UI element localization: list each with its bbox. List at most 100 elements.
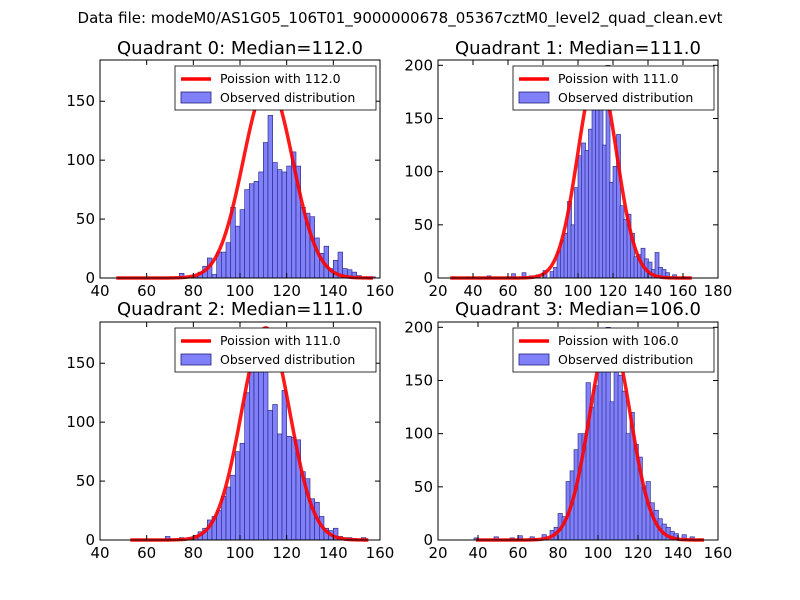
histogram-bar	[291, 437, 297, 541]
x-tick-label: 20	[428, 282, 447, 300]
y-tick-label: 150	[66, 354, 95, 372]
x-tick-label: 120	[272, 282, 301, 300]
histogram-bar	[225, 242, 231, 279]
y-tick-label: 0	[85, 269, 95, 287]
x-tick-label: 80	[184, 282, 203, 300]
histogram-bar	[253, 181, 259, 279]
legend-bar-swatch	[518, 353, 550, 366]
y-tick-label: 100	[404, 425, 433, 443]
x-tick-label: 80	[184, 544, 203, 562]
legend-curve-label: Poission with 106.0	[558, 333, 679, 348]
panel-title: Quadrant 1: Median=111.0	[455, 38, 701, 59]
histogram-bar	[263, 351, 269, 541]
x-tick-label: 140	[664, 544, 693, 562]
panel-quadrant-3: Quadrant 3: Median=106.0 20 40 60 80 100 120 1…	[404, 299, 732, 562]
figure-title: Data file: modeM0/AS1G05_106T01_90000006…	[78, 9, 723, 28]
histogram-bar	[235, 451, 241, 541]
x-tick-label: 100	[226, 544, 255, 562]
histogram-bar	[230, 474, 236, 541]
histogram-bar	[239, 209, 245, 279]
y-tick-label: 150	[66, 92, 95, 110]
legend-bar-label: Observed distribution	[220, 352, 355, 367]
y-tick-label: 100	[66, 151, 95, 169]
legend-curve-label: Poission with 111.0	[558, 71, 679, 86]
histogram-bar	[277, 433, 283, 541]
y-tick-label: 150	[404, 109, 433, 127]
y-tick-label: 0	[85, 531, 95, 549]
x-tick-label: 160	[366, 544, 395, 562]
x-tick-label: 40	[463, 282, 482, 300]
panel-quadrant-1: Quadrant 1: Median=111.0 20 40 60 80 100 120 1…	[404, 38, 732, 300]
y-tick-label: 50	[414, 216, 433, 234]
histogram-bar	[277, 169, 283, 279]
x-tick-label: 40	[468, 544, 487, 562]
legend-bar-label: Observed distribution	[558, 352, 693, 367]
x-tick-label: 160	[669, 282, 698, 300]
histogram-bar	[263, 142, 269, 279]
histogram-bar	[244, 392, 250, 541]
x-tick-label: 40	[90, 544, 109, 562]
x-tick-label: 120	[624, 544, 653, 562]
x-tick-label: 140	[634, 282, 663, 300]
histogram-bar	[272, 162, 278, 279]
y-tick-label: 0	[423, 269, 433, 287]
legend-bar-label: Observed distribution	[220, 90, 355, 105]
x-tick-label: 120	[599, 282, 628, 300]
axes-frame	[437, 321, 719, 541]
x-tick-label: 20	[428, 544, 447, 562]
legend-bar-swatch	[518, 91, 550, 104]
histogram-bar	[258, 362, 264, 541]
x-tick-label: 140	[319, 544, 348, 562]
histogram-bar	[272, 404, 278, 541]
y-tick-label: 150	[404, 371, 433, 389]
x-tick-label: 120	[272, 544, 301, 562]
histogram-bar	[286, 165, 292, 279]
x-tick-label: 140	[319, 282, 348, 300]
x-tick-label: 60	[508, 544, 527, 562]
histogram-bar	[258, 171, 264, 279]
histogram-bar	[244, 189, 250, 279]
y-tick-label: 200	[404, 56, 433, 74]
y-tick-label: 50	[76, 210, 95, 228]
x-tick-label: 160	[704, 544, 733, 562]
x-tick-label: 80	[548, 544, 567, 562]
x-tick-label: 60	[137, 544, 156, 562]
legend-bar-swatch	[180, 91, 212, 104]
histogram-bar	[239, 443, 245, 541]
y-tick-label: 50	[414, 478, 433, 496]
histogram-bar	[235, 225, 241, 279]
y-tick-label: 200	[404, 318, 433, 336]
histogram-bar	[286, 435, 292, 541]
x-tick-label: 60	[498, 282, 517, 300]
x-tick-label: 100	[226, 282, 255, 300]
panel-title: Quadrant 2: Median=111.0	[117, 299, 363, 320]
x-tick-label: 60	[137, 282, 156, 300]
y-tick-label: 0	[423, 531, 433, 549]
panel-title: Quadrant 3: Median=106.0	[455, 299, 701, 320]
x-tick-label: 180	[704, 282, 733, 300]
histogram-bar	[281, 171, 287, 279]
histogram-bar	[281, 390, 287, 541]
x-tick-label: 40	[90, 282, 109, 300]
panel-quadrant-0: Quadrant 0: Median=112.0 40 60 80 100 120 140…	[66, 38, 394, 300]
histogram-bar	[225, 486, 231, 541]
histogram-bar	[267, 115, 273, 279]
legend-bar-label: Observed distribution	[558, 90, 693, 105]
histogram-bar	[249, 183, 255, 279]
panel-title: Quadrant 0: Median=112.0	[117, 38, 363, 59]
histogram-bar	[221, 251, 227, 279]
x-tick-label: 160	[366, 282, 395, 300]
y-tick-label: 100	[66, 413, 95, 431]
y-tick-label: 50	[76, 472, 95, 490]
histogram-bar	[211, 274, 217, 279]
legend-curve-label: Poission with 112.0	[220, 71, 341, 86]
x-tick-label: 100	[584, 544, 613, 562]
x-tick-label: 80	[533, 282, 552, 300]
legend-bar-swatch	[180, 353, 212, 366]
y-tick-label: 100	[404, 163, 433, 181]
histogram-bar	[267, 410, 273, 541]
panel-quadrant-2: Quadrant 2: Median=111.0 40 60 80 100 120 140…	[66, 299, 394, 562]
x-tick-label: 100	[564, 282, 593, 300]
legend-curve-label: Poission with 111.0	[220, 333, 341, 348]
